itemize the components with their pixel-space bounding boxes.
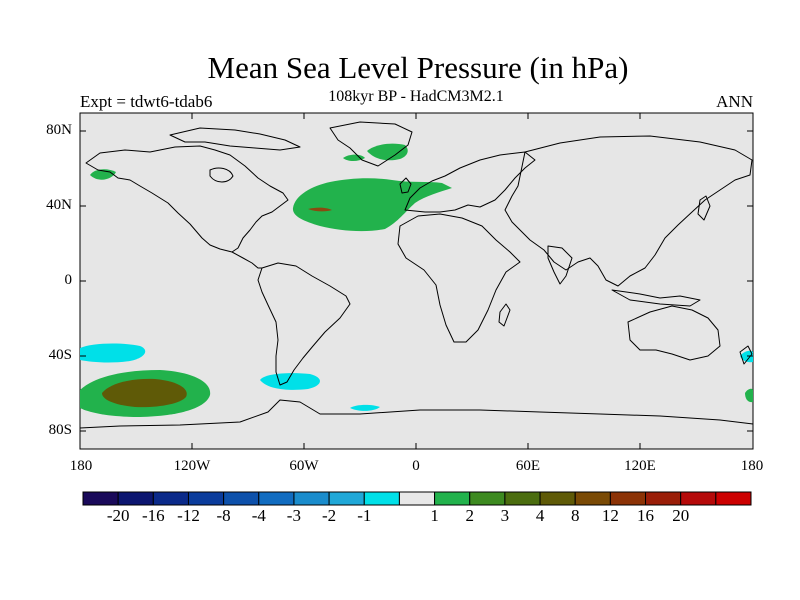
british-isles xyxy=(399,177,412,194)
colorbar-label: -4 xyxy=(251,506,266,525)
y-tick-label: 80N xyxy=(46,122,72,138)
map-title: Mean Sea Level Pressure (in hPa) xyxy=(207,50,629,85)
colorbar-swatch xyxy=(363,491,400,506)
colorbar-label: -1 xyxy=(357,506,372,525)
greenland-anomaly-small xyxy=(343,154,365,161)
colorbar-swatch xyxy=(504,491,541,506)
colorbar-label: -3 xyxy=(286,506,301,525)
madagascar xyxy=(498,303,511,327)
india-coast xyxy=(547,245,573,285)
north-america-coast xyxy=(85,145,289,253)
colorbar-label: 16 xyxy=(637,506,654,525)
new-zealand-coast xyxy=(739,345,753,365)
axis-ticks xyxy=(79,113,754,449)
y-tick-label: 40S xyxy=(48,347,72,363)
arctic-islands xyxy=(169,127,301,151)
colorbar-label: 1 xyxy=(430,506,439,525)
x-tick-label: 180 xyxy=(69,458,93,474)
colorbar-swatch xyxy=(574,491,611,506)
colorbar-swatch xyxy=(680,491,717,506)
southern-ocean-core xyxy=(102,378,187,408)
colorbar-swatch xyxy=(258,491,295,506)
colorbar-swatch xyxy=(539,491,576,506)
indonesia-islands xyxy=(611,289,701,307)
tasman-low xyxy=(740,350,753,363)
colorbar-label: -12 xyxy=(177,506,200,525)
x-tick-label: 0 xyxy=(412,458,420,474)
colorbar-label: 12 xyxy=(601,506,619,525)
europe-coast xyxy=(404,151,536,213)
north-atlantic-core xyxy=(308,207,332,212)
colorbar-swatch xyxy=(293,491,330,506)
east-edge-high xyxy=(745,388,753,403)
coastlines xyxy=(79,121,754,429)
colorbar-swatch xyxy=(152,491,189,506)
colorbar-label: -8 xyxy=(216,506,231,525)
colorbar-swatch xyxy=(117,491,154,506)
y-tick-label: 0 xyxy=(64,272,73,288)
central-america-coast xyxy=(231,251,262,269)
colorbar-label: -2 xyxy=(322,506,337,525)
colorbar xyxy=(82,491,752,506)
africa-coast xyxy=(397,213,521,343)
map-subtitle: 108kyr BP - HadCM3M2.1 xyxy=(328,88,504,105)
colorbar-swatch xyxy=(434,491,471,506)
colorbar-swatch xyxy=(609,491,647,506)
colorbar-swatch xyxy=(398,491,436,506)
colorbar-swatch xyxy=(223,491,260,506)
anomaly-fields xyxy=(80,143,753,417)
colorbar-swatch xyxy=(328,491,365,506)
colorbar-label: 20 xyxy=(672,506,690,525)
greenland-coast xyxy=(329,121,413,167)
australia-coast xyxy=(627,305,721,361)
greenland-anomaly xyxy=(367,143,408,161)
drake-passage-low xyxy=(260,373,320,390)
weddell-low xyxy=(350,404,380,411)
y-tick-label: 80S xyxy=(48,422,72,438)
colorbar-swatch xyxy=(82,491,119,506)
x-tick-label: 60E xyxy=(515,458,541,474)
x-tick-label: 60W xyxy=(289,458,319,474)
experiment-label: Expt = tdwt6-tdab6 xyxy=(80,92,213,111)
y-tick-label: 40N xyxy=(46,197,72,213)
x-tick-label: 180 xyxy=(740,458,764,474)
colorbar-label: 3 xyxy=(500,506,510,525)
antarctica-coast xyxy=(79,399,754,429)
colorbar-label: 8 xyxy=(570,506,580,525)
colorbar-label: -16 xyxy=(141,506,165,525)
colorbar-swatch xyxy=(715,491,752,506)
asia-coast xyxy=(504,135,753,287)
colorbar-swatch xyxy=(645,491,682,506)
japan-coast xyxy=(697,195,711,221)
x-tick-label: 120E xyxy=(624,458,656,474)
colorbar-swatch xyxy=(187,491,225,506)
x-tick-label: 120W xyxy=(173,458,211,474)
north-atlantic-high xyxy=(292,178,452,232)
south-america-coast xyxy=(257,262,351,386)
hudson-bay xyxy=(209,167,234,183)
colorbar-label: 2 xyxy=(465,506,474,525)
colorbar-label: -20 xyxy=(106,506,130,525)
south-pacific-low xyxy=(80,343,146,363)
colorbar-label: 4 xyxy=(535,506,545,525)
colorbar-swatch xyxy=(469,491,506,506)
season-label: ANN xyxy=(716,92,753,111)
